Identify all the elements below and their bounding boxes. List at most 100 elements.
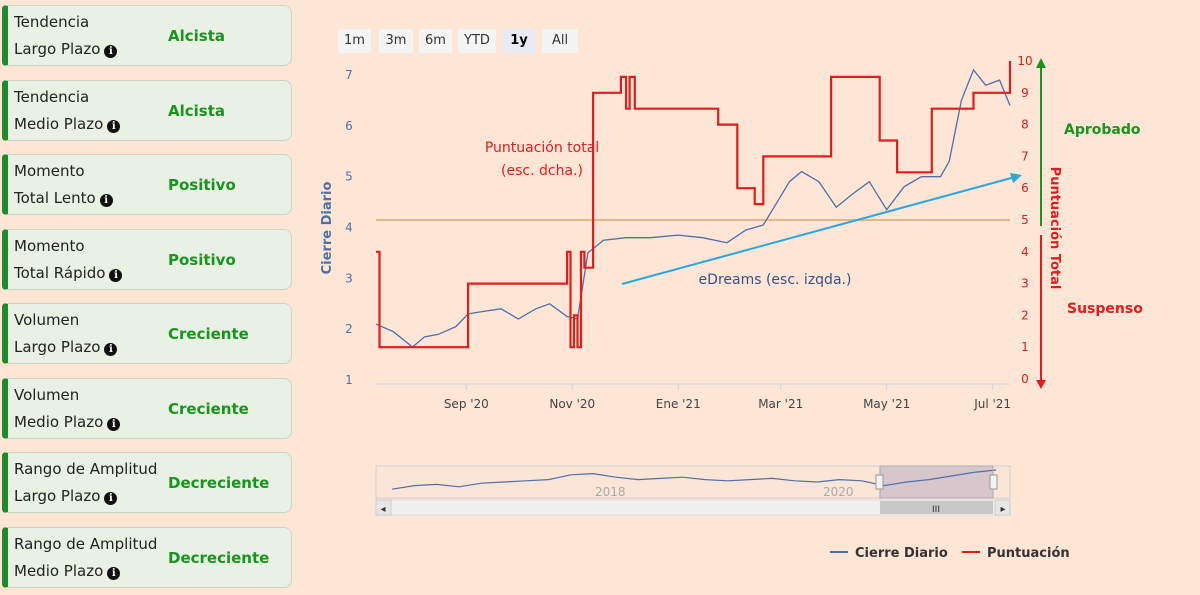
signal-name-line2: Largo Plazo i xyxy=(14,487,118,505)
signal-name-line2-text: Medio Plazo xyxy=(14,412,104,431)
range-button[interactable]: 1y xyxy=(503,29,535,53)
left-tick-label: 6 xyxy=(345,119,353,133)
signal-card: Momento Total Rápido i Positivo xyxy=(2,228,292,290)
range-button[interactable]: 6m xyxy=(419,29,452,53)
right-tick-label: 9 xyxy=(1021,86,1029,100)
score-annotation-line1: Puntuación total xyxy=(485,140,599,156)
left-tick-label: 1 xyxy=(345,373,353,387)
score-annotation-line2: (esc. dcha.) xyxy=(501,163,583,179)
x-axis-ticks: Sep '20 Nov '20 Ene '21 Mar '21 May '21 Jul '… xyxy=(444,384,1011,411)
left-tick-label: 5 xyxy=(345,170,353,184)
signal-name-line2-text: Medio Plazo xyxy=(14,561,104,580)
scrollbar-thumb[interactable] xyxy=(880,501,993,514)
x-tick-label: Mar '21 xyxy=(758,397,803,411)
navigator-series xyxy=(391,469,997,490)
score-line xyxy=(376,61,1012,349)
right-tick-label: 10 xyxy=(1017,54,1032,68)
info-icon[interactable]: i xyxy=(109,268,123,282)
info-icon[interactable]: i xyxy=(107,417,121,431)
approved-arrowhead xyxy=(1036,58,1046,68)
navigator[interactable]: 2018 2020 III ◂ ▸ xyxy=(375,465,1011,516)
signal-value: Positivo xyxy=(168,250,236,269)
left-tick-label: 3 xyxy=(345,271,353,285)
info-icon[interactable]: i xyxy=(107,119,121,133)
signal-name-line1: Momento xyxy=(14,162,85,180)
signal-card: Volumen Medio Plazo i Creciente xyxy=(2,377,292,439)
approved-label: Aprobado xyxy=(1064,122,1141,138)
range-button[interactable]: 3m xyxy=(379,29,413,53)
right-axis-label: Puntuación Total xyxy=(1047,167,1062,290)
range-button[interactable]: YTD xyxy=(458,29,496,53)
navigator-label-2018: 2018 xyxy=(595,485,626,499)
legend-label-cierre: Cierre Diario xyxy=(855,546,948,561)
right-tick-label: 3 xyxy=(1021,277,1029,291)
signal-name-line2: Medio Plazo i xyxy=(14,412,121,431)
legend-item-puntuacion[interactable]: Puntuación xyxy=(962,546,1070,561)
right-tick-label: 5 xyxy=(1021,213,1029,227)
right-tick-label: 7 xyxy=(1021,149,1029,163)
scroll-left-button[interactable] xyxy=(375,499,392,516)
right-tick-label: 8 xyxy=(1021,118,1029,132)
signal-name-line1: Volumen xyxy=(14,311,80,329)
price-line xyxy=(375,68,1011,348)
right-tick-label: 6 xyxy=(1021,181,1029,195)
signal-value: Decreciente xyxy=(168,548,270,567)
info-icon[interactable]: i xyxy=(99,194,113,207)
navigator-label-2020: 2020 xyxy=(823,485,854,499)
signal-value: Decreciente xyxy=(168,474,270,492)
right-tick-label: 2 xyxy=(1021,308,1029,322)
signal-card: Momento Total Lento i Positivo xyxy=(2,154,292,215)
price-annotation: eDreams (esc. izqda.) xyxy=(699,272,852,288)
signal-name-line1: Momento xyxy=(14,236,85,255)
grid-layer xyxy=(376,219,1010,385)
series-layer xyxy=(375,61,1012,349)
signal-name-line2-text: Largo Plazo xyxy=(14,40,101,58)
info-icon[interactable]: i xyxy=(104,343,118,356)
range-button[interactable]: All xyxy=(542,29,578,53)
navigator-handle-left[interactable] xyxy=(875,474,884,490)
right-axis-ticks: 0 1 2 3 4 5 6 7 8 9 10 xyxy=(1017,54,1032,386)
signal-card: Volumen Largo Plazo i Creciente xyxy=(2,303,292,364)
legend: Cierre Diario Puntuación xyxy=(830,546,1070,561)
signal-name-line1: Volumen xyxy=(14,385,80,404)
left-tick-label: 4 xyxy=(345,221,353,235)
info-icon[interactable]: i xyxy=(104,45,118,58)
left-tick-label: 2 xyxy=(345,322,353,336)
right-tick-label: 1 xyxy=(1021,340,1029,354)
signal-name-line1: Tendencia xyxy=(14,87,90,106)
signal-name-line2: Largo Plazo i xyxy=(14,338,118,356)
right-tick-label: 4 xyxy=(1021,245,1029,259)
left-axis-label: Cierre Diario xyxy=(320,182,335,275)
signal-value: Alcista xyxy=(168,27,226,45)
legend-item-cierre[interactable]: Cierre Diario xyxy=(830,546,948,561)
signal-name-line2-text: Medio Plazo xyxy=(14,114,104,133)
info-icon[interactable]: i xyxy=(104,492,118,505)
signal-name-line2-text: Total Rápido xyxy=(14,263,106,282)
navigator-handle-right[interactable] xyxy=(989,474,998,490)
signal-name-line2-text: Largo Plazo xyxy=(14,487,101,505)
signal-value: Creciente xyxy=(168,399,249,418)
scroll-right-icon: ▸ xyxy=(1000,504,1005,515)
signal-card: Rango de Amplitud Largo Plazo i Decreciente xyxy=(2,452,292,513)
trend-arrow xyxy=(621,176,1016,285)
signal-value: Alcista xyxy=(168,101,226,120)
left-tick-label: 7 xyxy=(345,68,353,82)
signal-name-line2-text: Largo Plazo xyxy=(14,338,101,356)
range-button[interactable]: 1m xyxy=(338,29,371,53)
scrollbar-grip: III xyxy=(932,505,940,515)
signal-name-line2: Medio Plazo i xyxy=(14,114,121,133)
trend-arrowhead xyxy=(1010,173,1022,183)
info-icon[interactable]: i xyxy=(107,566,121,580)
signal-card: Rango de Amplitud Medio Plazo i Decreciente xyxy=(2,526,292,588)
signal-name-line2: Total Rápido i xyxy=(14,263,123,282)
x-tick-label: Nov '20 xyxy=(549,397,595,411)
scroll-right-button[interactable] xyxy=(994,499,1011,516)
left-axis-ticks: 1 2 3 4 5 6 7 xyxy=(345,68,353,387)
x-tick-label: Jul '21 xyxy=(973,397,1011,411)
navigator-selection[interactable] xyxy=(879,465,994,499)
legend-label-puntuacion: Puntuación xyxy=(987,546,1070,561)
signal-name-line2-text: Total Lento xyxy=(14,189,96,207)
signal-name-line1: Tendencia xyxy=(14,13,90,31)
right-tick-label: 0 xyxy=(1021,372,1029,386)
